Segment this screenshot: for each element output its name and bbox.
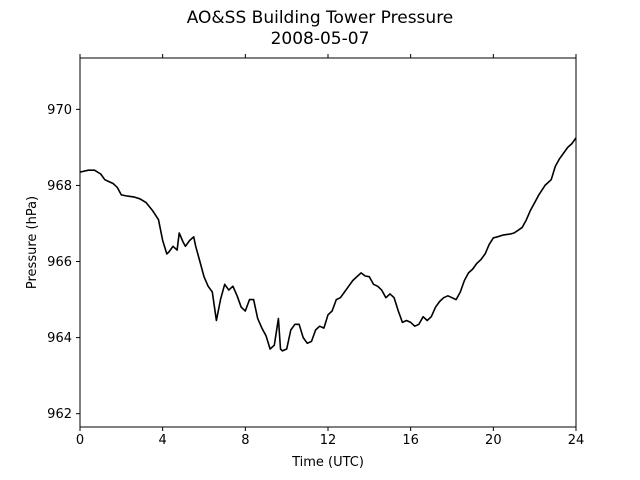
y-tick-label: 962	[47, 407, 72, 422]
x-tick-label: 8	[241, 433, 249, 448]
chart-subtitle: 2008-05-07	[270, 29, 370, 49]
y-tick-label: 964	[47, 331, 72, 346]
y-tick-label: 966	[47, 255, 72, 270]
pressure-line	[79, 137, 577, 352]
y-tick-label: 970	[47, 103, 72, 118]
x-tick-label: 4	[159, 433, 167, 448]
x-tick-label: 24	[568, 433, 585, 448]
x-tick-label: 16	[402, 433, 419, 448]
x-axis-label: Time (UTC)	[291, 455, 364, 470]
x-tick-label: 20	[485, 433, 502, 448]
x-tick-label: 12	[320, 433, 337, 448]
y-axis-label: Pressure (hPa)	[25, 196, 40, 289]
chart-title: AO&SS Building Tower Pressure	[186, 8, 454, 28]
plot-frame	[79, 57, 577, 428]
x-tick-label: 0	[76, 433, 84, 448]
y-tick-label: 968	[47, 179, 72, 194]
